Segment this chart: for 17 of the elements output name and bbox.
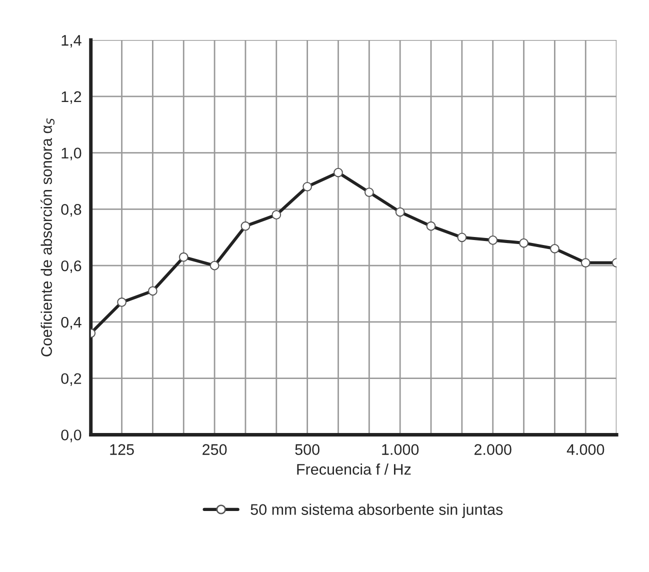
x-tick-label: 2.000 <box>474 444 512 455</box>
x-tick-label: 500 <box>295 444 320 455</box>
y-tick-label: 1,4 <box>62 35 82 48</box>
y-tick-label: 1,0 <box>62 148 82 160</box>
y-tick-label: 0,2 <box>61 373 82 386</box>
y-tick-label: 1,2 <box>62 91 82 104</box>
y-tick-label: 0,0 <box>61 430 82 442</box>
x-tick-label: 125 <box>110 444 134 455</box>
x-tick-label: 1.000 <box>382 444 419 455</box>
y-tick-label: 0,8 <box>61 204 82 217</box>
x-axis-title: Frecuencia f / Hz <box>297 464 411 475</box>
x-tick-label: 250 <box>202 444 227 455</box>
y-tick-label: 0,6 <box>61 260 82 274</box>
legend-label: 50 mm sistema absorbente sin juntas <box>250 504 503 518</box>
y-tick-label: 0,4 <box>61 316 82 330</box>
y-axis-title: Coeficiente de absorción sonora α$_{S}$ <box>40 118 54 356</box>
x-tick-label: 4.000 <box>566 444 604 455</box>
